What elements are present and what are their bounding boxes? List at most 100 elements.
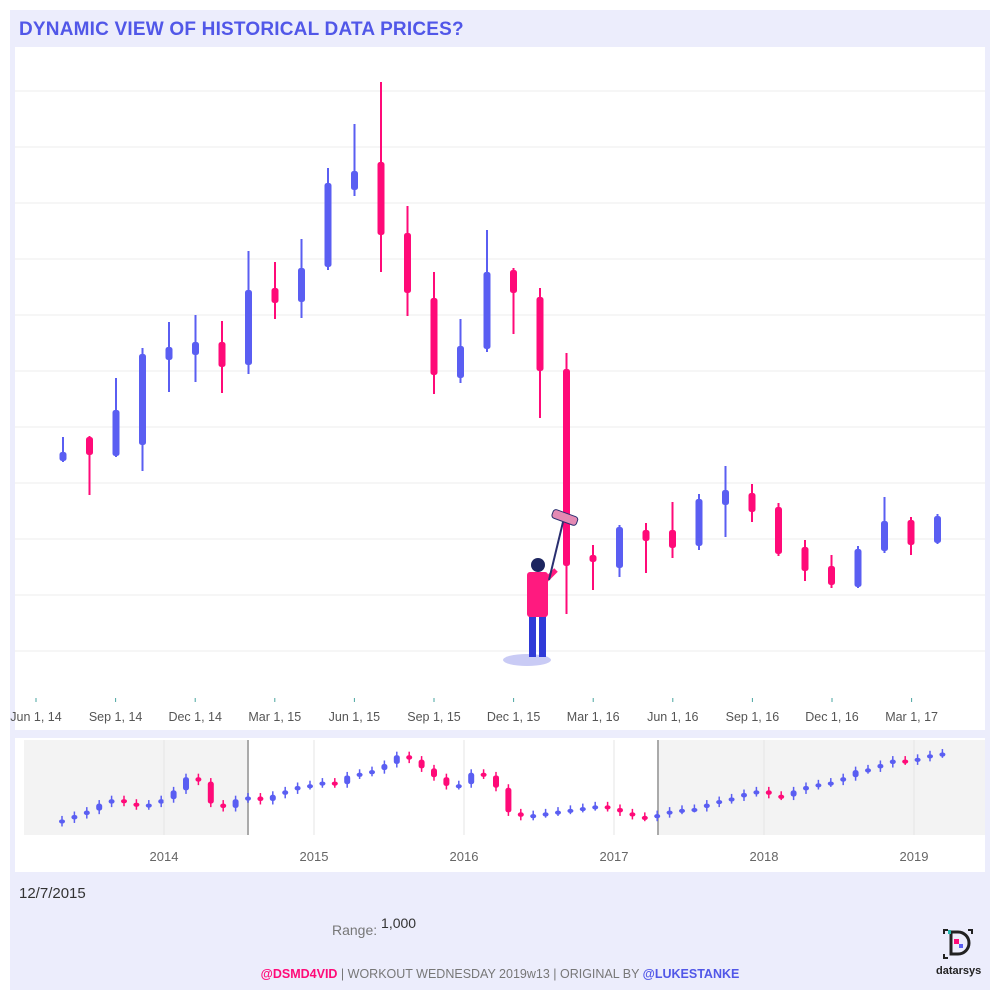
overview-candle bbox=[679, 808, 685, 813]
candle-body bbox=[881, 521, 888, 551]
overview-candle bbox=[369, 770, 375, 775]
overview-candle bbox=[728, 797, 735, 802]
candle-body bbox=[907, 520, 915, 545]
overview-candle bbox=[654, 814, 661, 819]
overview-candle bbox=[406, 755, 413, 760]
overview-candle bbox=[108, 799, 115, 804]
overview-candle bbox=[778, 794, 785, 799]
overview-candle bbox=[493, 775, 499, 788]
overview-candle bbox=[183, 777, 189, 791]
overview-candle bbox=[555, 810, 561, 815]
painter-illustration bbox=[503, 509, 579, 666]
candle-body bbox=[218, 342, 226, 367]
overview-candle bbox=[939, 752, 946, 757]
candle-body bbox=[669, 530, 676, 548]
candle-body bbox=[536, 297, 544, 371]
candle-body bbox=[695, 499, 703, 546]
overview-candle bbox=[703, 803, 710, 808]
overview-candle bbox=[530, 814, 537, 819]
candle-body bbox=[245, 290, 252, 365]
overview-candle bbox=[232, 799, 239, 808]
footer-credits: @DSMD4VID | WORKOUT WEDNESDAY 2019w13 | … bbox=[0, 967, 1000, 981]
x-tick-label: Dec 1, 14 bbox=[168, 710, 222, 724]
overview-candle bbox=[815, 783, 822, 788]
x-tick-label: Mar 1, 16 bbox=[567, 710, 620, 724]
overview-candle bbox=[902, 759, 909, 764]
overview-tick-label: 2016 bbox=[450, 849, 479, 864]
candle-body bbox=[854, 549, 862, 587]
overview-candle bbox=[245, 796, 251, 801]
candle-body bbox=[616, 527, 623, 568]
overview-candle bbox=[356, 772, 363, 777]
overview-candle bbox=[852, 770, 859, 778]
overview-candle bbox=[443, 777, 450, 786]
overview-candle bbox=[790, 790, 797, 797]
overview-candle bbox=[691, 808, 698, 812]
range-label: Range: bbox=[332, 922, 378, 938]
unselected-range-right bbox=[658, 740, 985, 835]
candle-body bbox=[801, 547, 809, 571]
candle-body bbox=[457, 346, 464, 378]
overview-candle bbox=[542, 812, 549, 817]
selected-date: 12/7/2015 bbox=[19, 885, 86, 902]
x-tick-label: Sep 1, 14 bbox=[89, 710, 143, 724]
overview-candle bbox=[170, 790, 177, 800]
candle-body bbox=[271, 288, 279, 303]
overview-candle bbox=[741, 793, 747, 798]
overview-candle bbox=[840, 777, 847, 782]
candle-body bbox=[351, 171, 358, 190]
overview-candle bbox=[629, 812, 636, 817]
overview-candle bbox=[889, 759, 896, 764]
overview-candle bbox=[592, 805, 599, 810]
overview-candle bbox=[294, 786, 301, 791]
overview-candle bbox=[344, 775, 351, 785]
overview-candle bbox=[431, 768, 437, 778]
overview-candle bbox=[517, 812, 524, 817]
x-tick-label: Mar 1, 15 bbox=[248, 710, 301, 724]
overview-candle bbox=[567, 808, 574, 813]
overview-candle bbox=[145, 803, 152, 808]
overview-candle bbox=[716, 800, 723, 805]
candle-body bbox=[563, 369, 570, 566]
x-tick-label: Dec 1, 16 bbox=[805, 710, 859, 724]
candle-body bbox=[86, 437, 93, 455]
candle-body bbox=[139, 354, 146, 445]
overview-tick-label: 2014 bbox=[150, 849, 179, 864]
x-tick-label: Dec 1, 15 bbox=[487, 710, 541, 724]
candle-body bbox=[722, 490, 729, 505]
overview-candle bbox=[765, 790, 772, 795]
author-link[interactable]: @DSMD4VID bbox=[260, 967, 338, 981]
footer-middle: | WORKOUT WEDNESDAY 2019w13 | ORIGINAL B… bbox=[337, 967, 643, 981]
overview-candle bbox=[666, 810, 673, 815]
candle-body bbox=[377, 162, 385, 235]
candle-body bbox=[934, 516, 941, 543]
original-author-link[interactable]: @LUKESTANKE bbox=[642, 967, 740, 981]
candle-body bbox=[589, 555, 597, 562]
overview-candle bbox=[257, 796, 264, 801]
candle-body bbox=[828, 566, 835, 585]
overview-candle bbox=[468, 772, 475, 785]
overview-candle bbox=[393, 755, 400, 764]
candle-body bbox=[748, 493, 756, 512]
range-parameter[interactable]: Range: 1,000 bbox=[332, 915, 416, 938]
x-tick-label: Jun 1, 16 bbox=[647, 710, 698, 724]
overview-tick-label: 2017 bbox=[600, 849, 629, 864]
overview-candle bbox=[927, 754, 933, 759]
logo-text: datarsys bbox=[936, 965, 982, 977]
candle-body bbox=[298, 268, 305, 302]
overview-tick-label: 2018 bbox=[750, 849, 779, 864]
overview-candle bbox=[803, 786, 809, 791]
range-value[interactable]: 1,000 bbox=[381, 915, 417, 931]
overview-candle bbox=[207, 781, 214, 804]
overview-candle bbox=[282, 790, 289, 795]
overview-candle bbox=[579, 807, 586, 812]
x-tick-label: Jun 1, 15 bbox=[329, 710, 380, 724]
overview-tick-label: 2019 bbox=[900, 849, 929, 864]
overview-candle bbox=[505, 787, 512, 813]
main-chart-panel bbox=[15, 47, 985, 730]
candle-body bbox=[192, 342, 199, 355]
overview-candle bbox=[877, 764, 884, 769]
overview-candle bbox=[331, 781, 338, 786]
overview-candle bbox=[269, 794, 276, 801]
